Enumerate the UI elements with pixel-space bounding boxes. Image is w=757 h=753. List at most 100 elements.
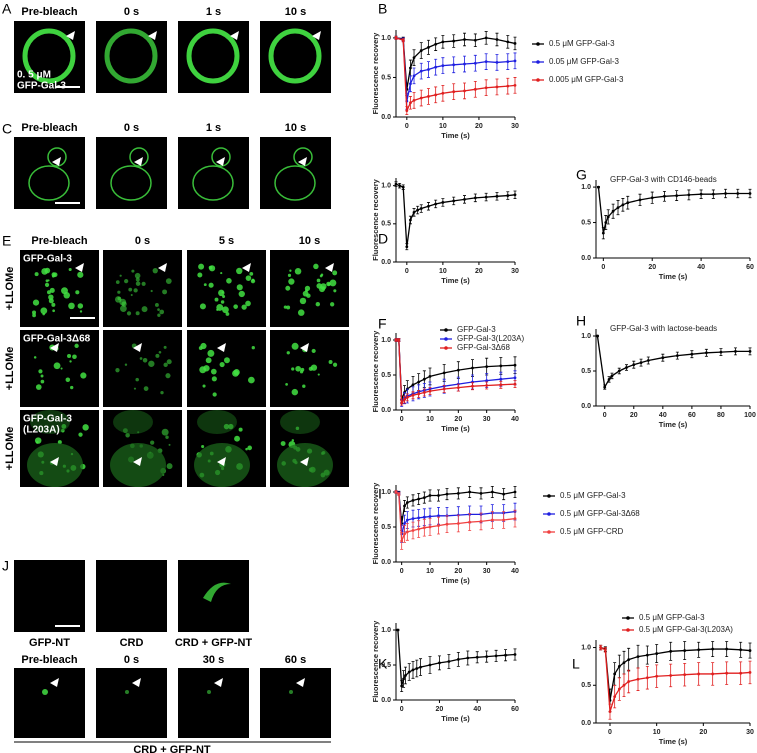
legend-label: 0.5 μM GFP-Gal-3(L203A) [639,625,733,634]
arrowhead [217,457,226,466]
data-point [452,90,456,94]
y-axis-label: Fluorescence recovery [371,32,380,115]
data-point [669,649,673,653]
data-point [417,380,421,384]
arrowhead [300,457,309,466]
puncta [247,445,253,451]
data-point [613,695,617,698]
data-point [475,655,479,659]
y-tick-label: 0.5 [381,74,391,81]
data-point [616,206,620,210]
puncta [124,279,129,284]
x-tick-label: 60 [511,706,519,713]
puncta [214,297,219,302]
image-caption: CRD + GFP-NT [175,637,253,649]
inset-label: GFP-Gal-3 [23,414,72,425]
data-point [397,338,401,342]
y-tick-label: 0.5 [381,221,391,228]
data-point [675,194,679,198]
data-point [411,668,415,672]
arrowhead [300,343,309,352]
data-point [513,59,517,63]
data-point [513,193,517,197]
puncta [65,377,71,382]
puncta [45,279,49,283]
data-point [456,492,460,495]
puncta [78,432,83,437]
puncta [141,306,148,313]
data-point [513,83,517,87]
micrograph [14,137,85,209]
puncta [133,288,138,293]
data-point [622,683,626,687]
data-point [506,84,510,88]
puncta [205,357,212,364]
data-point [419,207,423,210]
arrowhead [50,457,59,466]
legend-marker [536,78,540,82]
puncta [329,302,335,307]
puncta [38,369,43,374]
column-label: 1 s [206,6,221,18]
y-tick-label: 1.0 [381,627,391,634]
data-point [419,49,423,52]
data-point [463,62,466,66]
panel-letter: K [378,656,388,672]
arrowhead [158,263,167,272]
data-point [428,494,432,497]
data-point [471,384,474,388]
puncta [42,689,48,695]
puncta [69,360,72,363]
column-label: 0 s [124,122,139,134]
data-point [603,385,607,389]
data-point [445,492,449,496]
puncta [160,390,164,395]
data-point [603,648,607,652]
puncta [249,272,254,276]
filament [203,582,231,602]
inset-label: GFP-Gal-3Δ68 [23,334,91,345]
puncta [216,308,219,311]
y-axis-label: Fluorescence recovery [371,330,380,413]
puncta [302,384,306,388]
data-point [734,350,737,353]
overlay-label: 0. 5 μM [17,70,51,81]
puncta [238,290,245,298]
arrowhead [296,678,305,687]
data-point [513,376,517,380]
y-tick-label: 0.0 [381,697,391,704]
data-point [401,38,405,42]
data-point [438,661,441,665]
data-point [748,671,752,674]
arrowhead [66,31,75,40]
data-point [405,530,409,534]
puncta [332,270,338,276]
data-point [473,61,477,65]
puncta [201,444,205,449]
x-tick-label: 40 [659,412,667,419]
x-tick-label: 0 [608,729,612,736]
puncta [158,350,162,354]
data-point [405,501,409,504]
puncta [40,307,48,315]
data-point [428,375,432,378]
data-point [473,87,477,91]
puncta [166,359,172,365]
cell-ring [28,165,70,201]
puncta [68,267,72,272]
data-point [437,494,440,497]
puncta [332,362,338,367]
data-point [419,96,423,100]
arrowhead [216,157,225,166]
y-tick-label: 0.0 [381,559,391,566]
puncta [139,357,143,360]
data-point [434,65,438,69]
puncta [148,360,155,367]
puncta [150,289,153,293]
data-point [506,194,510,197]
y-axis-label: Fluorescence recovery [371,178,380,261]
puncta [80,372,87,379]
cell-ring [186,28,240,84]
puncta [286,305,291,310]
